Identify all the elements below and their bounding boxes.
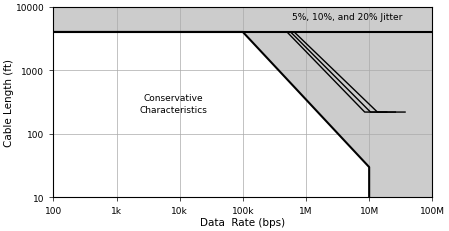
Text: 5%, 10%, and 20% Jitter: 5%, 10%, and 20% Jitter (292, 13, 402, 22)
Text: Conservative
Characteristics: Conservative Characteristics (140, 93, 207, 115)
X-axis label: Data  Rate (bps): Data Rate (bps) (200, 217, 286, 227)
Polygon shape (53, 33, 369, 198)
Y-axis label: Cable Length (ft): Cable Length (ft) (4, 59, 14, 146)
